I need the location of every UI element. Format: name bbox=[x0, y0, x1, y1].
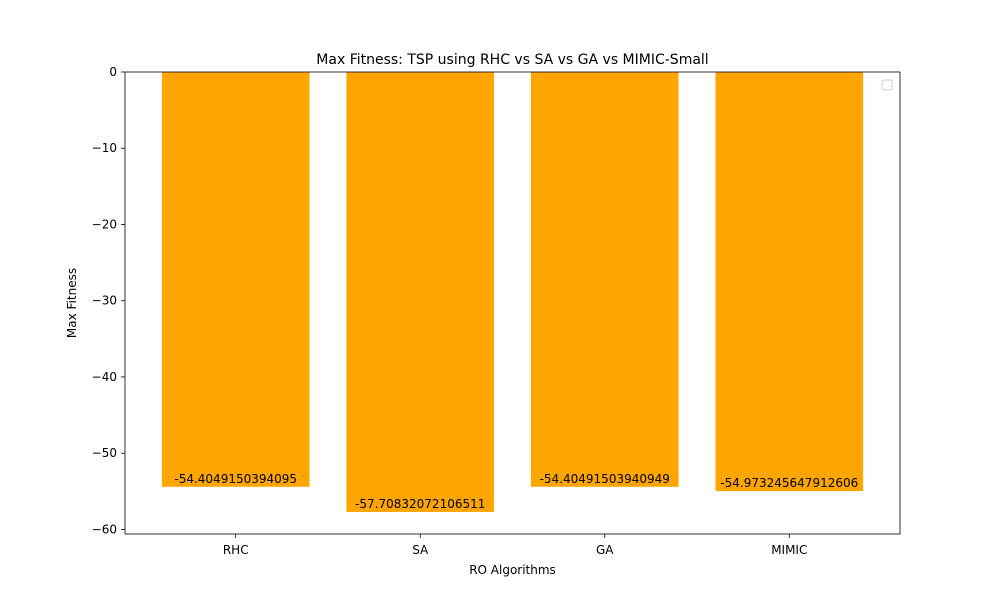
x-axis-title: RO Algorithms bbox=[469, 563, 556, 577]
x-tick-label: MIMIC bbox=[771, 543, 807, 557]
x-tick-label: GA bbox=[596, 543, 614, 557]
data-label-rhc: -54.4049150394095 bbox=[174, 472, 297, 486]
x-tick-label: SA bbox=[412, 543, 429, 557]
bar-mimic bbox=[715, 72, 864, 492]
x-axis: RHC SA GA MIMIC bbox=[223, 534, 807, 557]
bars-layer bbox=[161, 72, 864, 512]
legend-box bbox=[881, 79, 893, 91]
bar-sa bbox=[346, 72, 495, 512]
y-tick-label: −40 bbox=[92, 370, 117, 384]
y-tick-label: 0 bbox=[109, 65, 117, 79]
data-label-sa: -57.70832072106511 bbox=[355, 497, 485, 511]
data-labels-layer: -54.4049150394095 -57.70832072106511 -54.4… bbox=[174, 472, 858, 511]
y-axis: 0 −10 −20 −30 −40 −50 −60 bbox=[92, 65, 125, 536]
x-tick-label: RHC bbox=[223, 543, 249, 557]
y-tick-label: −20 bbox=[92, 217, 117, 231]
bar-rhc bbox=[161, 72, 310, 487]
y-tick-label: −60 bbox=[92, 522, 117, 536]
y-tick-label: −50 bbox=[92, 446, 117, 460]
plot-frame bbox=[124, 71, 901, 535]
y-axis-title: Max Fitness bbox=[65, 268, 79, 338]
y-tick-label: −10 bbox=[92, 141, 117, 155]
bar-ga bbox=[530, 72, 679, 487]
data-label-mimic: -54.973245647912606 bbox=[720, 476, 858, 490]
chart-title: Max Fitness: TSP using RHC vs SA vs GA v… bbox=[316, 52, 708, 68]
y-tick-label: −30 bbox=[92, 294, 117, 308]
data-label-ga: -54.40491503940949 bbox=[540, 472, 670, 486]
